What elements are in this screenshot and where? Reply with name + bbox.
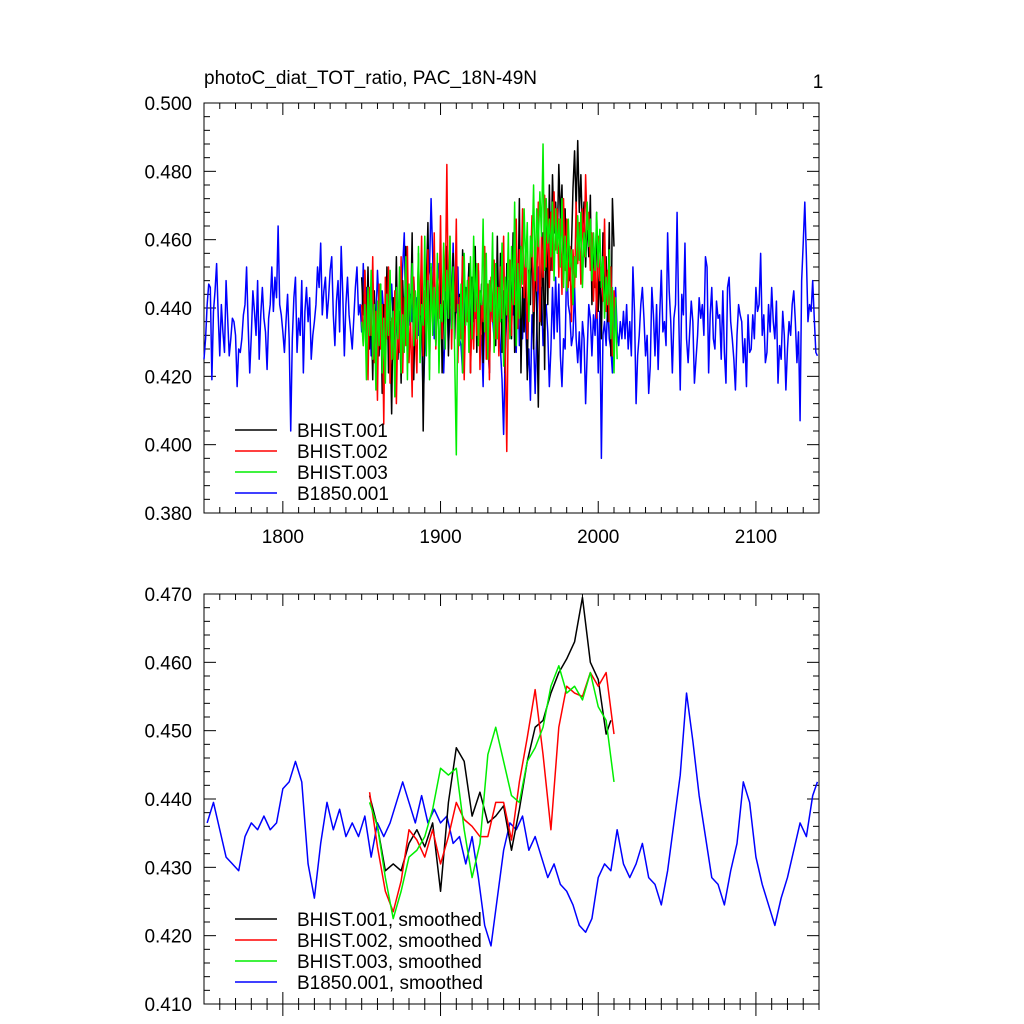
y-tick-label: 0.440 — [144, 790, 192, 811]
legend-label-bhist-002: BHIST.002 — [297, 442, 388, 463]
legend-label-b1850-001: B1850.001, smoothed — [297, 973, 483, 994]
y-tick-label: 0.410 — [144, 995, 192, 1016]
legend-label-b1850-001: B1850.001 — [297, 484, 389, 505]
bottom-panel: 0.410 0.420 0.430 0.440 0.450 0.460 0.470 BHIS… — [144, 585, 820, 1016]
top-panel: 1800 1900 2000 2100 0.380 0.400 0.420 0.440 0.46… — [144, 94, 820, 548]
y-tick-label: 0.430 — [144, 858, 192, 879]
bottom-axes: 0.410 0.420 0.430 0.440 0.450 0.460 0.470 — [144, 585, 820, 1016]
series-line-bhist-003 — [360, 143, 618, 456]
top-series-lines — [203, 139, 819, 460]
y-tick-label: 0.450 — [144, 722, 192, 743]
bottom-series-lines — [206, 596, 819, 947]
series-line-bhist-002 — [368, 671, 615, 913]
figure-title: photoC_diat_TOT_ratio, PAC_18N-49N — [204, 68, 537, 89]
x-tick-label: 1800 — [262, 527, 304, 548]
y-tick-label: 0.420 — [144, 927, 192, 948]
y-tick-label: 0.460 — [144, 653, 192, 674]
legend-label-bhist-001: BHIST.001 — [297, 421, 388, 442]
legend-label-bhist-002: BHIST.002, smoothed — [297, 931, 482, 952]
page-number: 1 — [813, 72, 824, 93]
y-tick-label: 0.500 — [144, 94, 192, 115]
x-tick-label: 2000 — [577, 527, 619, 548]
y-tick-label: 0.440 — [144, 299, 192, 320]
y-tick-label: 0.400 — [144, 436, 192, 457]
y-tick-label: 0.380 — [144, 504, 192, 525]
x-tick-label: 2100 — [735, 527, 777, 548]
legend-label-bhist-003: BHIST.003 — [297, 463, 388, 484]
x-tick-label: 1900 — [419, 527, 461, 548]
y-tick-label: 0.460 — [144, 231, 192, 252]
y-tick-label: 0.480 — [144, 162, 192, 183]
y-tick-label: 0.470 — [144, 585, 192, 606]
y-tick-label: 0.420 — [144, 367, 192, 388]
legend-label-bhist-003: BHIST.003, smoothed — [297, 952, 482, 973]
legend-label-bhist-001: BHIST.001, smoothed — [297, 910, 482, 931]
series-line-bhist-003 — [368, 665, 615, 920]
top-axes: 1800 1900 2000 2100 0.380 0.400 0.420 0.440 0.46… — [144, 94, 820, 548]
